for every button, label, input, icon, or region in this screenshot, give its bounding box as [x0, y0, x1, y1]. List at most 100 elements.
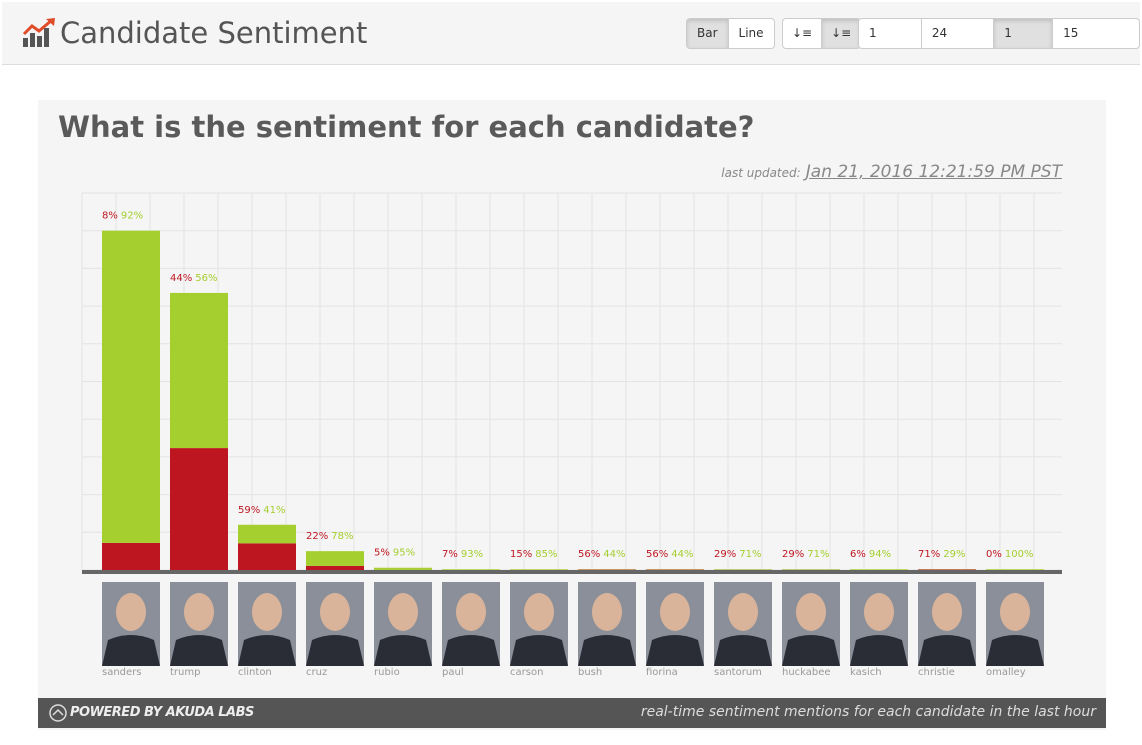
candidate-name: santorum [714, 667, 762, 678]
photo-face [456, 593, 486, 631]
bar-positive [170, 292, 228, 449]
candidate-name: bush [578, 667, 602, 678]
positive-label: 71% [807, 549, 829, 560]
photo-suit [646, 635, 704, 666]
sort-desc-button[interactable]: ↓≡ [821, 19, 861, 48]
photo-suit [102, 635, 160, 666]
positive-label: 44% [671, 549, 693, 560]
candidate-photo [238, 582, 296, 666]
photo-suit [578, 635, 636, 666]
positive-label: 94% [869, 549, 891, 560]
photo-face [524, 593, 554, 631]
photo-suit [510, 635, 568, 666]
chart-type-toggle: Bar Line [686, 18, 775, 49]
positive-label: 56% [195, 273, 217, 284]
negative-label: 8% [102, 211, 118, 222]
app-title: Candidate Sentiment [60, 16, 368, 50]
last-updated-time[interactable]: Jan 21, 2016 12:21:59 PM PST [805, 162, 1062, 182]
bar-positive [102, 230, 160, 543]
toggle-button[interactable]: 15 minutes [1052, 19, 1139, 48]
bar-positive [714, 569, 772, 570]
negative-label: 29% [714, 549, 736, 560]
negative-label: 7% [442, 549, 458, 560]
photo-suit [850, 635, 908, 666]
bar-positive [986, 569, 1044, 570]
positive-label: 100% [1005, 549, 1034, 560]
negative-label: 29% [782, 549, 804, 560]
candidate-name: rubio [374, 667, 400, 678]
negative-label: 56% [578, 549, 600, 560]
positive-label: 93% [461, 549, 483, 560]
footer: POWERED BY AKUDA LABS real-time sentimen… [38, 698, 1106, 728]
toggle-button[interactable]: Line [727, 19, 774, 48]
photo-face [116, 593, 146, 631]
candidate-photo [102, 582, 160, 666]
photo-face [796, 593, 826, 631]
logo [22, 18, 55, 47]
bar-negative [238, 543, 296, 570]
photo-face [388, 593, 418, 631]
photo-suit [918, 635, 976, 666]
photo-suit [306, 635, 364, 666]
photo-face [592, 593, 622, 631]
candidate-name: clinton [238, 667, 272, 678]
toggle-button[interactable]: 24 hours [920, 19, 993, 48]
photo-suit [714, 635, 772, 666]
candidate-photo [306, 582, 364, 666]
candidate-name: sanders [102, 667, 142, 678]
negative-label: 5% [374, 548, 390, 559]
bar-positive [510, 569, 568, 570]
bar-positive [782, 569, 840, 570]
candidate-photo [510, 582, 568, 666]
last-updated-label: last updated: [721, 166, 801, 180]
photo-face [932, 593, 962, 631]
candidate-photo [850, 582, 908, 666]
positive-label: 41% [263, 505, 285, 516]
positive-label: 44% [603, 549, 625, 560]
candidate-photo [782, 582, 840, 666]
company: AKUDA LABS [165, 705, 255, 720]
positive-label: 92% [121, 211, 143, 222]
positive-label: 71% [739, 549, 761, 560]
sort-asc-button[interactable]: ↓≡ [792, 26, 813, 40]
candidate-name: omalley [986, 667, 1026, 678]
bar-positive [442, 569, 500, 570]
candidate-photo [442, 582, 500, 666]
positive-label: 29% [943, 549, 965, 560]
bar-negative [170, 448, 228, 570]
negative-label: 15% [510, 549, 532, 560]
bar-negative [918, 569, 976, 570]
photo-suit [170, 635, 228, 666]
candidate-photo [374, 582, 432, 666]
photo-face [1000, 593, 1030, 631]
sort-toggle: ↓≡ ↓≡ [782, 18, 862, 49]
photo-suit [374, 635, 432, 666]
toggle-button[interactable]: 1 week [869, 26, 877, 40]
candidate-name: christie [918, 667, 955, 678]
toggle-button[interactable]: Bar [687, 19, 728, 48]
photo-suit [986, 635, 1044, 666]
bar-positive [374, 567, 432, 570]
negative-label: 44% [170, 273, 192, 284]
candidate-name: carson [510, 667, 543, 678]
negative-label: 59% [238, 505, 260, 516]
photo-face [320, 593, 350, 631]
footer-note: real-time sentiment mentions for each ca… [640, 704, 1096, 720]
candidate-name: fiorina [646, 667, 678, 678]
photo-suit [782, 635, 840, 666]
last-updated: last updated: Jan 21, 2016 12:21:59 PM P… [721, 162, 1062, 182]
negative-label: 56% [646, 549, 668, 560]
bar-positive [238, 524, 296, 544]
negative-label: 6% [850, 549, 866, 560]
candidate-name: huckabee [782, 667, 831, 678]
toggle-button[interactable]: 1 hour [993, 19, 1053, 48]
time-range-toggle: 1 week 24 hours1 hour15 minutes [858, 18, 1140, 49]
candidate-name: paul [442, 667, 464, 678]
photo-face [660, 593, 690, 631]
bar-positive [306, 551, 364, 566]
powered-by: POWERED BY AKUDA LABS [70, 705, 254, 720]
candidate-photo [578, 582, 636, 666]
negative-label: 22% [306, 531, 328, 542]
candidate-name: cruz [306, 667, 327, 678]
